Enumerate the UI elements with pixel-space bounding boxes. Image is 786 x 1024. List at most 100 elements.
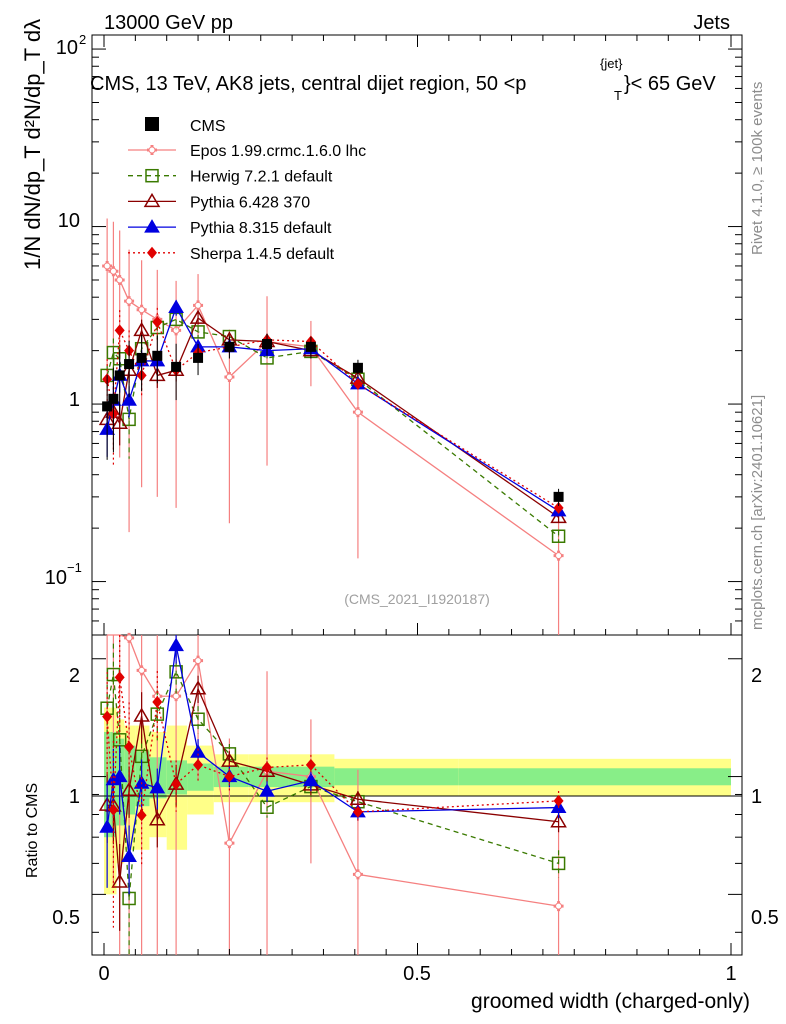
legend-label-cms: CMS <box>190 118 226 135</box>
svg-text:10: 10 <box>56 37 78 59</box>
y-tick-bottom-0.5: 0.5 <box>52 907 80 929</box>
point-ratio-3-2 <box>111 768 128 783</box>
x-tick-0.5: 0.5 <box>403 963 431 985</box>
point-top-0-11 <box>352 407 363 418</box>
y-tick-top-100: 10 2 <box>56 32 86 59</box>
point-ratio-1-12 <box>551 856 566 871</box>
band-stat-3 <box>124 745 136 815</box>
point-cms-6 <box>171 361 182 372</box>
legend-marker-1 <box>145 168 159 183</box>
series-top-0 <box>102 218 564 635</box>
svg-text:−1: −1 <box>67 560 82 575</box>
point-ratio-3-3 <box>121 848 137 862</box>
point-ratio-4-4 <box>136 809 147 822</box>
point-ratio-0-3 <box>124 632 135 643</box>
point-top-4-11 <box>352 377 363 390</box>
point-top-0-4 <box>136 304 147 315</box>
point-ratio-3-5 <box>149 779 166 794</box>
point-cms-3 <box>124 359 135 370</box>
series-line-top-4 <box>106 319 559 509</box>
side-label-rivet: Rivet 4.1.0, ≥ 100k events <box>749 82 766 255</box>
point-ratio-4-0 <box>102 710 113 723</box>
band-stat-11 <box>334 768 459 786</box>
point-ratio-2-3 <box>120 781 138 797</box>
point-top-2-7 <box>189 309 207 324</box>
point-ratio-2-4 <box>133 707 150 722</box>
axis-ticks <box>92 35 742 955</box>
y-tick-bottom-1: 1 <box>69 786 80 808</box>
point-top-4-5 <box>152 315 163 328</box>
legend-marker-2 <box>143 192 161 208</box>
point-ratio-0-11 <box>352 869 363 880</box>
x-tick-0: 0 <box>98 963 109 985</box>
svg-text:10: 10 <box>45 567 67 589</box>
point-top-0-7 <box>193 300 204 311</box>
point-ratio-4-2 <box>114 671 125 684</box>
y-axis-label-bottom: Ratio to CMS <box>24 783 41 878</box>
y-axis-label-top-text: 1/N dN/dp_T d²N/dp_T dλ <box>20 19 45 270</box>
band-stat-7 <box>187 763 214 791</box>
point-top-3-6 <box>168 299 184 313</box>
point-ratio-2-8 <box>221 752 238 767</box>
point-top-0-3 <box>124 296 135 307</box>
point-cms-7 <box>193 352 204 363</box>
legend-label-3: Pythia 8.315 default <box>190 220 332 237</box>
plot-title-sup: {jet} <box>600 56 623 71</box>
point-ratio-4-3 <box>124 740 135 753</box>
point-ratio-2-5 <box>148 811 166 826</box>
legend: CMS Epos 1.99.crmc.1.6.0 lhc Herwig 7.2.1… <box>128 117 366 263</box>
point-cms-9 <box>262 338 273 349</box>
point-ratio-3-10 <box>303 772 319 787</box>
band-stat-12 <box>458 768 731 786</box>
point-ratio-0-8 <box>224 838 235 849</box>
legend-marker-4 <box>147 246 157 259</box>
point-top-0-6 <box>171 325 182 336</box>
plot-title-tail: }< 65 GeV <box>624 73 716 95</box>
point-ratio-1-7 <box>191 712 205 726</box>
svg-text:2: 2 <box>79 32 86 47</box>
point-ratio-3-6 <box>168 637 184 652</box>
point-ratio-2-7 <box>189 680 207 695</box>
point-ratio-0-12 <box>553 901 564 912</box>
point-ratio-3-0 <box>99 819 116 833</box>
y-tick-bottom-right-0.5: 0.5 <box>751 907 779 929</box>
series-data-cms <box>102 333 564 506</box>
legend-label-2: Pythia 6.428 370 <box>190 194 310 211</box>
legend-marker-3 <box>144 219 160 233</box>
side-label-mcplots: mcplots.cern.ch [arXiv:2401.10621] <box>749 395 766 630</box>
y-tick-top-1: 1 <box>69 389 80 411</box>
series-ratio-4 <box>102 635 564 928</box>
point-cms-11 <box>352 362 363 373</box>
point-top-1-12 <box>551 529 566 544</box>
point-ratio-4-7 <box>193 758 204 771</box>
top-series-layer <box>98 218 567 635</box>
point-ratio-3-9 <box>259 783 275 797</box>
series-line-top-1 <box>106 318 559 537</box>
legend-label-1: Herwig 7.2.1 default <box>190 169 333 186</box>
point-ratio-4-10 <box>305 758 316 771</box>
point-top-0-12 <box>553 550 564 561</box>
point-ratio-4-8 <box>224 770 235 783</box>
y-tick-top-10: 10 <box>58 210 80 232</box>
header-left: 13000 GeV pp <box>104 12 233 34</box>
legend-marker-cms <box>145 117 159 131</box>
series-top-1 <box>100 310 566 544</box>
point-top-3-3 <box>121 392 137 406</box>
y-tick-bottom-right-2: 2 <box>751 665 762 687</box>
x-axis-label: groomed width (charged-only) <box>471 990 750 1013</box>
ratio-series-layer <box>98 632 567 955</box>
point-cms-4 <box>136 352 147 363</box>
point-ratio-2-9 <box>258 762 276 777</box>
y-tick-top-0.1: 10 −1 <box>45 560 82 589</box>
point-ratio-2-12 <box>550 813 567 828</box>
point-cms-2 <box>114 370 125 381</box>
point-top-0-0 <box>102 260 113 271</box>
point-ratio-4-5 <box>152 695 163 708</box>
point-ratio-2-2 <box>111 873 128 888</box>
y-tick-bottom-right-1: 1 <box>751 786 762 808</box>
plot-title-sub: T <box>614 88 622 103</box>
point-cms-0 <box>102 401 113 412</box>
point-ratio-4-9 <box>262 761 273 774</box>
x-tick-1: 1 <box>725 963 736 985</box>
